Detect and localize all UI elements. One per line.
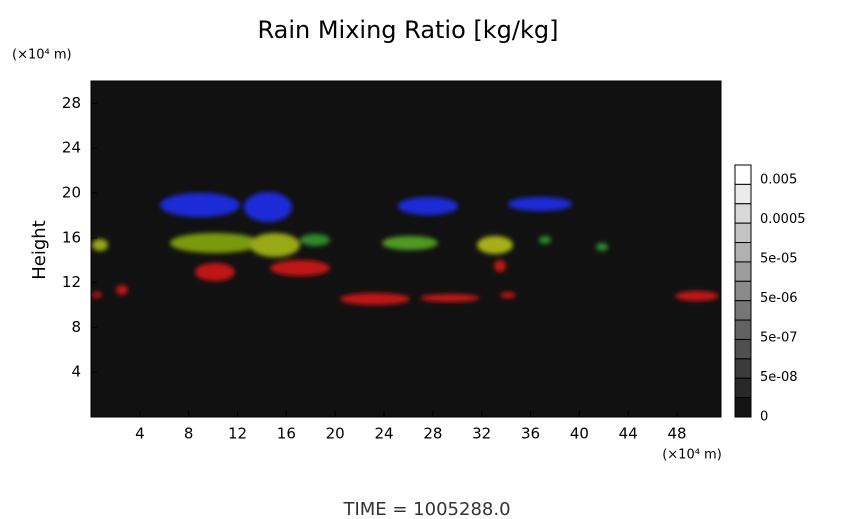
colorbar-label: 0 [760, 410, 768, 425]
rain-field [92, 192, 719, 305]
rain-region [170, 233, 260, 253]
colorbar-label: 5e-07 [760, 331, 798, 346]
colorbar-box [734, 338, 752, 360]
colorbar-box [734, 222, 752, 244]
footer: TIME = 1005288.0 [342, 499, 510, 519]
colorbar-label: 0.0005 [760, 212, 806, 227]
colorbar-label: 0.005 [760, 173, 797, 188]
chart-title: Rain Mixing Ratio [kg/kg] [257, 16, 558, 44]
y-tick-label: 24 [62, 139, 81, 157]
x-tick-label: 12 [228, 425, 247, 443]
y-tick-label: 4 [71, 363, 81, 381]
rain-region [92, 292, 102, 298]
x-tick-label: 44 [619, 425, 638, 443]
x-tick-label: 28 [423, 425, 442, 443]
rain-region [92, 239, 108, 251]
y-unit: (×10⁴ m) [12, 48, 72, 63]
rain-region [160, 193, 240, 217]
rain-region [244, 192, 292, 222]
x-tick-label: 40 [570, 425, 589, 443]
colorbar-box [734, 358, 752, 379]
y-tick-label: 8 [71, 318, 81, 336]
x-tick-label: 48 [667, 425, 686, 443]
colorbar-box [734, 280, 752, 302]
rain-region [398, 197, 458, 215]
y-tick-label: 28 [62, 94, 81, 112]
colorbar-box [734, 203, 752, 224]
colorbar-box [734, 242, 752, 263]
colorbar-label: 5e-08 [760, 370, 798, 385]
rain-region [195, 263, 235, 281]
colorbar-box [734, 183, 752, 205]
x-unit: (×10⁴ m) [662, 448, 722, 463]
y-tick-label: 12 [62, 273, 81, 291]
x-tick-label: 16 [277, 425, 296, 443]
rain-region [382, 236, 438, 250]
rain-region [270, 260, 330, 276]
colorbar-box [734, 300, 752, 321]
colorbar-label: 5e-06 [760, 291, 798, 306]
rain-region [300, 234, 330, 246]
x-tick-label: 4 [135, 425, 145, 443]
rain-region [596, 243, 608, 251]
y-tick-label: 20 [62, 184, 81, 202]
rain-region [675, 291, 719, 301]
colorbar-label: 5e-05 [760, 252, 798, 267]
x-tick-label: 24 [374, 425, 393, 443]
rain-region [116, 285, 128, 295]
x-tick-label: 20 [326, 425, 345, 443]
colorbar-box [734, 377, 752, 399]
y-axis-label: Height [29, 220, 50, 280]
colorbar-box [734, 164, 752, 185]
rain-region [508, 197, 572, 211]
rain-region [539, 236, 551, 244]
x-tick-label: 32 [472, 425, 491, 443]
colorbar: 0.005 0.0005 5e-05 5e-06 5e-07 5e-08 0 [734, 164, 806, 425]
rain-region [494, 260, 506, 272]
rain-region [340, 293, 410, 305]
y-tick-label: 16 [62, 228, 81, 246]
colorbar-box [734, 397, 752, 418]
colorbar-box [734, 319, 752, 340]
rain-region [420, 294, 480, 302]
x-tick-label: 36 [521, 425, 540, 443]
rain-region [477, 236, 513, 254]
colorbar-box [734, 261, 752, 282]
rain-region [250, 233, 300, 257]
rain-region [500, 292, 516, 298]
x-tick-label: 8 [184, 425, 194, 443]
